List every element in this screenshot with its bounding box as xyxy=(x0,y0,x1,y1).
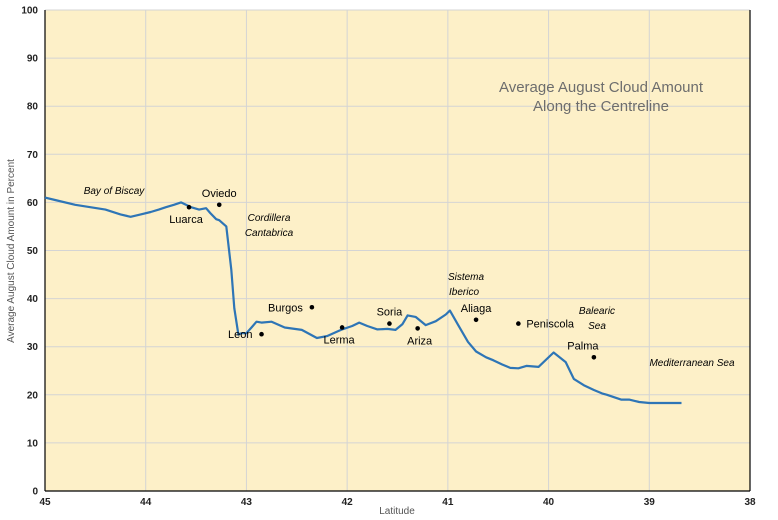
region-text: Balearic xyxy=(579,306,615,317)
region-label-cordillera-cantabrica: Cordillera Cantabrica xyxy=(245,213,294,239)
x-tick-label: 42 xyxy=(342,497,354,508)
region-text: Bay of Biscay xyxy=(84,186,146,197)
marker-burgos xyxy=(309,304,315,310)
marker-luarca xyxy=(186,204,192,210)
marker-peniscola xyxy=(516,321,521,326)
region-text: Iberico xyxy=(449,287,479,298)
region-label-sistema-iberico: Sistema Iberico xyxy=(448,272,485,298)
place-label-luarca: Luarca xyxy=(169,214,204,226)
y-tick-label: 50 xyxy=(27,246,39,257)
marker-leon xyxy=(259,331,264,337)
place-label-aliaga: Aliaga xyxy=(461,303,492,315)
y-tick-label: 70 xyxy=(27,150,39,161)
region-label-balearic-sea: Balearic Sea xyxy=(579,306,615,332)
marker-palma xyxy=(591,354,597,360)
y-tick-label: 10 xyxy=(27,438,39,449)
cloud-amount-series-line xyxy=(44,196,682,405)
marker-soria xyxy=(387,321,392,326)
x-tick-label: 40 xyxy=(543,497,555,508)
place-label-burgos: Burgos xyxy=(268,302,303,314)
region-text: Mediterranean Sea xyxy=(649,358,734,369)
y-tick-label: 90 xyxy=(27,54,39,65)
x-axis-title: Latitude xyxy=(379,506,415,517)
place-label-ariza: Ariza xyxy=(407,335,433,347)
region-text: Sea xyxy=(588,321,606,332)
place-markers: Luarca Oviedo Leon Burgos Lerma Soria Ariza Ali… xyxy=(169,188,599,360)
y-tick-label: 80 xyxy=(27,102,39,113)
tick-labels: 45 44 43 42 41 40 39 38 0 10 20 30 40 50 60 70 80 90 100 xyxy=(21,6,756,509)
marker-lerma xyxy=(339,325,345,330)
y-tick-label: 0 xyxy=(32,487,38,498)
place-label-leon: Leon xyxy=(228,329,252,341)
chart-title-line-2: Along the Centreline xyxy=(533,98,669,115)
place-label-palma: Palma xyxy=(567,340,599,352)
y-axis-title: Average August Cloud Amount in Percent xyxy=(6,159,17,343)
place-label-oviedo: Oviedo xyxy=(202,188,237,200)
x-tick-label: 39 xyxy=(644,497,656,508)
y-tick-label: 40 xyxy=(27,294,39,305)
x-tick-label: 43 xyxy=(241,497,253,508)
marker-oviedo xyxy=(216,202,222,208)
place-label-peniscola: Peniscola xyxy=(526,319,575,331)
y-tick-label: 60 xyxy=(27,198,39,209)
x-tick-label: 41 xyxy=(442,497,454,508)
marker-aliaga xyxy=(473,317,479,323)
y-tick-label: 100 xyxy=(21,6,38,17)
place-label-soria: Soria xyxy=(377,307,404,319)
chart-title-line-1: Average August Cloud Amount xyxy=(499,79,704,96)
region-text: Cantabrica xyxy=(245,228,294,239)
x-tick-label: 38 xyxy=(744,497,756,508)
region-label-mediterranean-sea: Mediterranean Sea xyxy=(649,358,734,369)
marker-ariza xyxy=(415,326,420,331)
y-tick-label: 30 xyxy=(27,342,39,353)
region-text: Sistema xyxy=(448,272,485,283)
x-tick-label: 45 xyxy=(39,497,51,508)
x-tick-label: 44 xyxy=(140,497,152,508)
place-label-lerma: Lerma xyxy=(324,334,356,346)
y-tick-label: 20 xyxy=(27,390,39,401)
region-text: Cordillera xyxy=(248,213,291,224)
axes xyxy=(44,10,751,492)
region-label-bay-of-biscay: Bay of Biscay xyxy=(84,186,146,197)
